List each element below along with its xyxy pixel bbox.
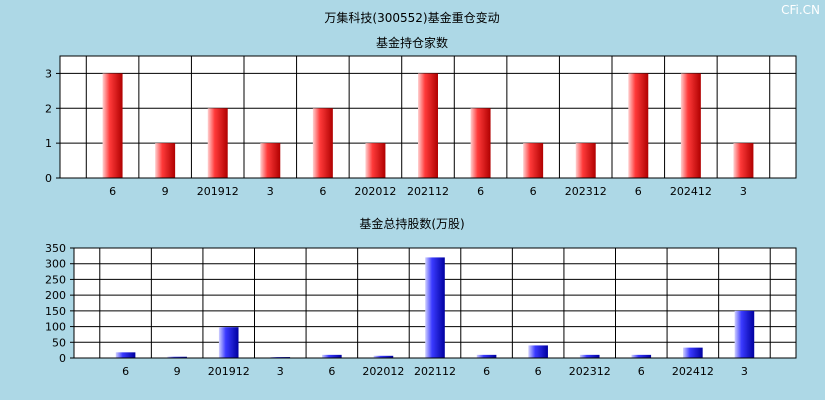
chart2-xtick-label: 3 bbox=[741, 365, 748, 378]
chart2-bar bbox=[373, 355, 394, 358]
chart1-xtick-label: 3 bbox=[740, 185, 747, 198]
chart2-ytick-label: 350 bbox=[45, 242, 66, 255]
chart2-ytick-label: 50 bbox=[52, 336, 66, 349]
chart2-xtick-label: 6 bbox=[122, 365, 129, 378]
chart2-bar bbox=[528, 345, 548, 358]
chart1-bar bbox=[365, 143, 386, 178]
chart2-plot: 0 50 100 150 200 250 300 350 6 9 201912 3 6 202012 202… bbox=[45, 242, 797, 378]
chart1-ytick-label: 2 bbox=[45, 102, 52, 115]
page-title: 万集科技(300552)基金重仓变动 bbox=[324, 10, 499, 25]
chart1-bar bbox=[312, 108, 333, 178]
chart1-plot: 0 1 2 3 6 9 201912 3 6 202012 202112 6 6 202312 6 20241… bbox=[45, 55, 797, 198]
chart2-bar bbox=[683, 347, 703, 358]
chart1-bar bbox=[575, 143, 596, 178]
chart1-xtick-label: 6 bbox=[530, 185, 537, 198]
chart2-ytick-label: 0 bbox=[59, 352, 66, 365]
watermark: CFi.CN bbox=[781, 3, 820, 17]
chart2-xtick-label: 3 bbox=[277, 365, 284, 378]
chart2-xtick-label: 6 bbox=[638, 365, 645, 378]
chart1-xtick-label: 202012 bbox=[354, 185, 396, 198]
chart1-ytick-label: 3 bbox=[45, 67, 52, 80]
chart2-bar bbox=[115, 352, 136, 358]
chart2-xtick-label: 6 bbox=[535, 365, 542, 378]
chart1-bar bbox=[418, 73, 438, 178]
chart2-xtick-label: 202112 bbox=[414, 365, 456, 378]
chart1-bar bbox=[155, 143, 176, 178]
chart1-xtick-label: 201912 bbox=[197, 185, 239, 198]
chart1-xtick-label: 6 bbox=[635, 185, 642, 198]
chart2-xtick-label: 201912 bbox=[208, 365, 250, 378]
chart1-bar bbox=[680, 73, 701, 178]
chart2-bar bbox=[167, 356, 187, 358]
chart1-xtick-label: 9 bbox=[162, 185, 169, 198]
chart2-xtick-label: 202412 bbox=[672, 365, 714, 378]
chart2-bar bbox=[476, 354, 497, 358]
chart2-frame bbox=[73, 247, 797, 359]
chart2-bar bbox=[631, 354, 652, 358]
chart1-bar bbox=[207, 108, 228, 178]
chart1-bar bbox=[733, 143, 754, 178]
chart2-xtick-label: 202012 bbox=[362, 365, 404, 378]
chart1-bar bbox=[628, 73, 649, 178]
chart2-bar bbox=[579, 354, 600, 358]
chart1-bar bbox=[260, 143, 281, 178]
chart1-xtick-label: 202112 bbox=[407, 185, 449, 198]
chart2-bar bbox=[425, 257, 445, 358]
chart1-bar bbox=[470, 108, 491, 178]
chart1-xtick-label: 6 bbox=[477, 185, 484, 198]
chart2-xtick-label: 6 bbox=[328, 365, 335, 378]
chart2-bar bbox=[322, 354, 342, 358]
chart1-ytick-label: 1 bbox=[45, 137, 52, 150]
chart1-xtick-label: 6 bbox=[109, 185, 116, 198]
chart1-xtick-label: 3 bbox=[267, 185, 274, 198]
chart2-xtick-label: 9 bbox=[174, 365, 181, 378]
chart1-xtick-label: 202412 bbox=[670, 185, 712, 198]
chart2-xtick-label: 202312 bbox=[569, 365, 611, 378]
chart2-ytick-label: 300 bbox=[45, 258, 66, 271]
chart1-ytick-label: 0 bbox=[45, 172, 52, 185]
chart1-xtick-label: 6 bbox=[319, 185, 326, 198]
chart2-ytick-label: 200 bbox=[45, 289, 66, 302]
chart2-ytick-label: 250 bbox=[45, 273, 66, 286]
chart2-xtick-label: 6 bbox=[483, 365, 490, 378]
chart1-bar bbox=[102, 73, 123, 178]
chart2-bar bbox=[218, 327, 239, 358]
chart2-bar bbox=[734, 310, 755, 358]
chart2-ytick-label: 100 bbox=[45, 321, 66, 334]
chart2-ytick-label: 150 bbox=[45, 305, 66, 318]
chart2-title: 基金总持股数(万股) bbox=[359, 216, 464, 231]
chart1-title: 基金持仓家数 bbox=[376, 35, 448, 50]
chart1-frame bbox=[59, 55, 797, 179]
chart1-xtick-label: 202312 bbox=[565, 185, 607, 198]
chart1-bar bbox=[523, 143, 544, 178]
